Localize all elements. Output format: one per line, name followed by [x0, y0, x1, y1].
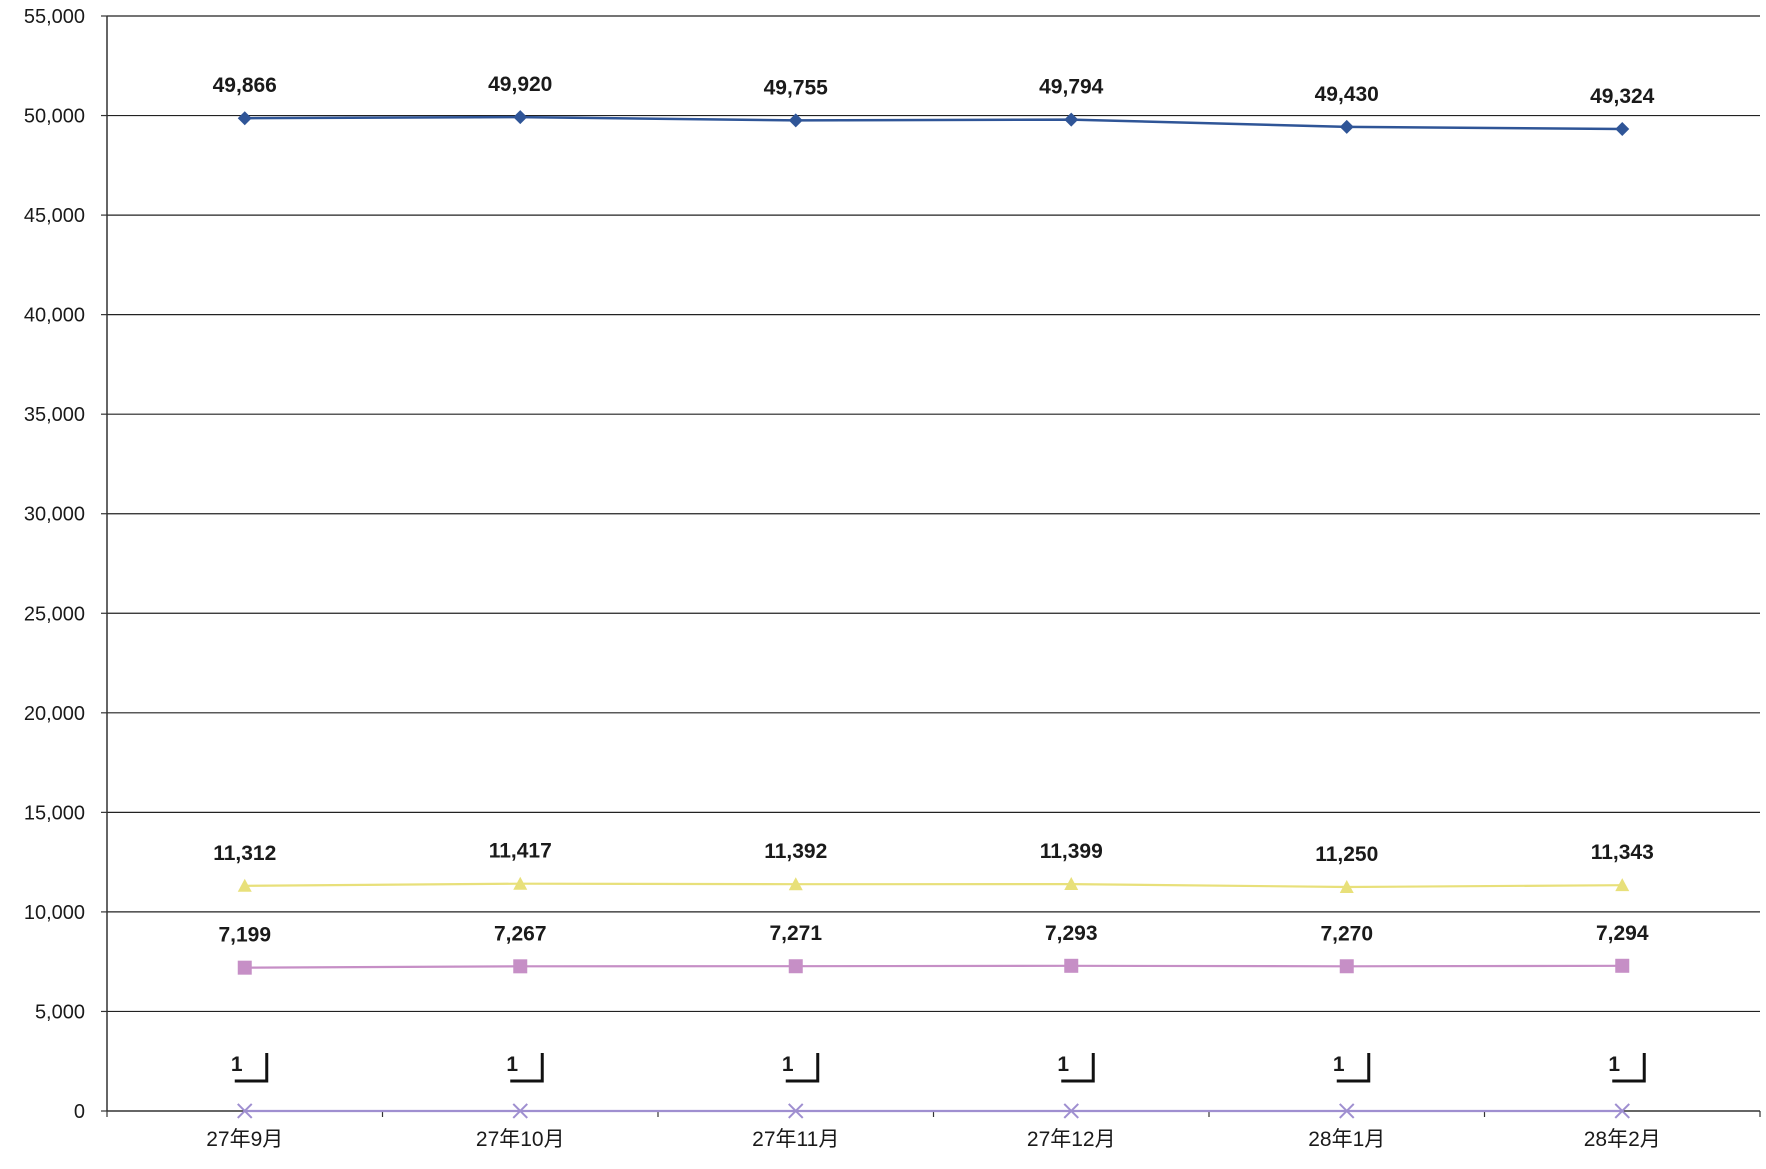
axes: 0 5,000 10,000 15,000 20,000 25,000 30,000 35,0… — [24, 6, 1761, 1151]
data-label: 1 — [506, 1053, 518, 1076]
data-label-bracket — [1336, 1052, 1371, 1083]
data-label: 7,294 — [1596, 922, 1649, 945]
data-label: 1 — [782, 1053, 794, 1076]
y-tick-label: 0 — [74, 1101, 85, 1123]
y-tick-label: 30,000 — [24, 504, 85, 526]
data-label: 1 — [1057, 1053, 1069, 1076]
data-labels: 49,866 49,920 49,755 49,794 49,430 49,324 11,3… — [213, 73, 1655, 1083]
data-label: 11,250 — [1315, 843, 1378, 866]
marker-stroke — [1614, 1103, 1630, 1119]
data-label-bracket — [510, 1052, 544, 1083]
data-point-marker — [1064, 112, 1079, 127]
gridlines — [107, 15, 1760, 1013]
data-label: 11,417 — [489, 840, 552, 863]
y-tick-label: 25,000 — [24, 603, 85, 625]
y-tick-label: 55,000 — [24, 6, 85, 28]
data-point-marker — [1064, 958, 1079, 973]
data-label: 49,430 — [1315, 83, 1379, 106]
data-point-marker — [788, 877, 803, 891]
marker-stroke — [237, 1103, 253, 1119]
marker-stroke — [788, 1103, 804, 1119]
data-label: 7,270 — [1320, 922, 1373, 945]
data-point-marker — [513, 110, 528, 125]
data-label: 49,324 — [1590, 85, 1655, 108]
x-tick-label: 27年9月 — [206, 1128, 283, 1151]
x-tick-label: 28年1月 — [1308, 1128, 1385, 1151]
x-tick-label: 28年2月 — [1584, 1128, 1661, 1151]
data-label-bracket — [785, 1052, 820, 1083]
series-line — [244, 882, 1623, 889]
data-label-bracket — [234, 1052, 269, 1083]
data-label-bracket — [1061, 1052, 1095, 1083]
data-point-marker — [1339, 959, 1354, 974]
y-tick-label: 45,000 — [24, 205, 85, 227]
y-tick-label: 10,000 — [24, 902, 85, 924]
data-point-marker — [237, 1103, 253, 1119]
data-point-marker — [788, 959, 803, 974]
y-tick-label: 35,000 — [24, 404, 85, 426]
data-label: 7,293 — [1045, 922, 1098, 945]
data-point-marker — [1339, 119, 1354, 134]
data-point-marker — [513, 959, 528, 974]
x-tick-label: 27年11月 — [752, 1128, 839, 1151]
marker-stroke — [1339, 1103, 1355, 1119]
data-label-bracket — [1612, 1052, 1646, 1083]
marker-stroke — [1063, 1103, 1079, 1119]
data-label: 1 — [231, 1053, 243, 1076]
data-label: 49,755 — [764, 76, 829, 99]
data-point-marker — [1339, 1103, 1355, 1119]
data-label: 11,399 — [1040, 840, 1103, 863]
data-point-marker — [1064, 877, 1079, 891]
data-point-marker — [237, 111, 252, 126]
x-tick-label: 27年10月 — [476, 1128, 565, 1151]
data-point-marker — [1614, 1103, 1630, 1119]
y-tick-label: 40,000 — [24, 305, 85, 327]
data-point-marker — [512, 1103, 528, 1119]
data-point-marker — [1615, 122, 1630, 137]
data-point-marker — [1615, 958, 1630, 973]
y-tick-label: 50,000 — [24, 106, 85, 128]
data-label: 49,866 — [213, 74, 277, 97]
series-lines — [237, 110, 1630, 1119]
x-tick-label: 27年12月 — [1027, 1128, 1116, 1151]
data-point-marker — [237, 960, 252, 975]
data-point-marker — [788, 113, 803, 128]
marker-stroke — [512, 1103, 528, 1119]
data-point-marker — [1063, 1103, 1079, 1119]
data-label: 1 — [1608, 1053, 1620, 1076]
data-label: 49,794 — [1039, 76, 1104, 99]
data-label: 7,267 — [494, 922, 547, 945]
data-label: 1 — [1333, 1053, 1345, 1076]
data-label: 11,343 — [1591, 841, 1654, 864]
data-point-marker — [1615, 878, 1630, 892]
data-label: 49,920 — [488, 73, 552, 96]
y-tick-label: 15,000 — [24, 802, 85, 824]
series-line — [244, 115, 1623, 131]
data-label: 11,392 — [764, 840, 827, 863]
data-point-marker — [237, 878, 252, 892]
series-line — [244, 964, 1623, 969]
data-label: 7,199 — [218, 924, 271, 947]
data-label: 11,312 — [213, 842, 276, 865]
data-point-marker — [788, 1103, 804, 1119]
data-point-marker — [1339, 880, 1354, 894]
y-tick-label: 20,000 — [24, 703, 85, 725]
data-point-marker — [513, 876, 528, 890]
data-label: 7,271 — [769, 922, 822, 945]
y-tick-label: 5,000 — [35, 1001, 85, 1023]
